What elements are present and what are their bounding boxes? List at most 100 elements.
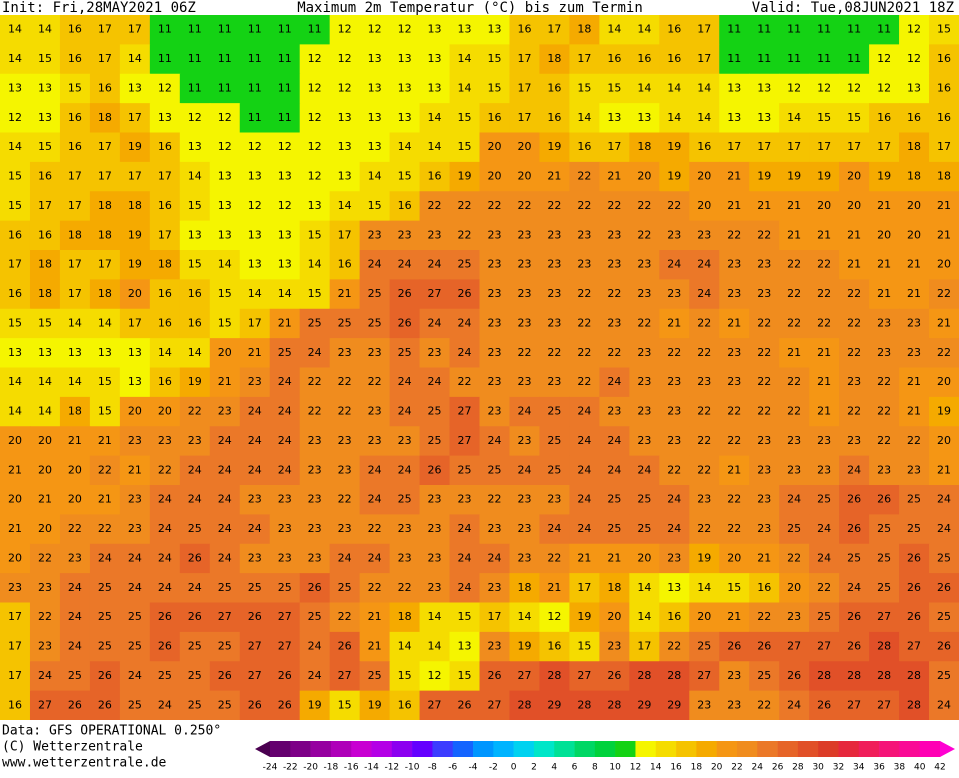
temperature-cell: [749, 308, 780, 339]
temperature-value: 26: [487, 669, 501, 682]
temperature-cell: [749, 426, 780, 457]
temperature-cell: [839, 161, 870, 192]
temperature-value: 14: [607, 23, 621, 36]
temperature-cell: [149, 602, 181, 633]
temperature-value: 23: [368, 228, 382, 241]
temperature-value: 24: [248, 434, 262, 447]
temperature-cell: [569, 485, 600, 515]
temperature-cell: [629, 514, 660, 545]
temperature-cell: [449, 73, 480, 104]
temperature-value: 25: [937, 610, 951, 623]
temperature-value: 28: [907, 669, 921, 682]
temperature-value: 13: [398, 111, 412, 124]
colorbar-label: 16: [670, 763, 682, 773]
temperature-cell: [539, 191, 570, 222]
temperature-value: 22: [428, 199, 442, 212]
temperature-cell: [359, 15, 391, 45]
temperature-value: 24: [158, 581, 172, 594]
temperature-cell: [869, 103, 900, 133]
temperature-cell: [749, 44, 780, 75]
temperature-value: 24: [218, 551, 232, 564]
temperature-value: 11: [158, 23, 172, 36]
temperature-cell: [869, 250, 900, 280]
temperature-cell: [89, 573, 121, 603]
temperature-value: 23: [398, 522, 412, 535]
temperature-cell: [509, 426, 540, 457]
temperature-value: 20: [787, 581, 801, 594]
temperature-value: 20: [937, 258, 951, 271]
temperature-cell: [479, 338, 510, 368]
temperature-value: 23: [517, 287, 531, 300]
temperature-cell: [419, 602, 451, 633]
temperature-value: 24: [607, 434, 621, 447]
temperature-value: 22: [577, 287, 591, 300]
temperature-cell: [389, 661, 421, 692]
temperature-value: 22: [637, 228, 651, 241]
temperature-cell: [479, 250, 510, 280]
temperature-cell: [809, 602, 840, 633]
colorbar-box: [330, 741, 352, 757]
temperature-cell: [209, 455, 241, 486]
temperature-cell: [809, 191, 840, 222]
temperature-value: 14: [248, 287, 262, 300]
temperature-value: 20: [937, 434, 951, 447]
temperature-value: 22: [338, 610, 352, 623]
temperature-value: 23: [727, 698, 741, 711]
temperature-cell: [779, 308, 810, 339]
temperature-value: 14: [308, 258, 322, 271]
temperature-cell: [239, 279, 271, 310]
temperature-cell: [119, 191, 151, 222]
temperature-cell: [899, 602, 930, 633]
temperature-cell: [599, 279, 630, 310]
temperature-cell: [149, 73, 181, 104]
temperature-cell: [59, 338, 91, 368]
temperature-value: 23: [547, 316, 561, 329]
temperature-cell: [839, 132, 870, 163]
temperature-value: 20: [128, 405, 142, 418]
temperature-value: 22: [757, 405, 771, 418]
temperature-value: 23: [607, 316, 621, 329]
temperature-cell: [749, 73, 780, 104]
temperature-value: 20: [487, 170, 501, 183]
colorbar-label: 38: [894, 763, 906, 773]
temperature-value: 22: [577, 316, 591, 329]
temperature-cell: [149, 103, 181, 133]
temperature-cell: [689, 543, 720, 574]
temperature-cell: [809, 367, 840, 398]
temperature-cell: [479, 191, 510, 222]
temperature-value: 16: [158, 316, 172, 329]
temperature-value: 14: [458, 52, 472, 65]
temperature-cell: [89, 103, 121, 133]
temperature-value: 23: [248, 375, 262, 388]
temperature-cell: [299, 103, 331, 133]
temperature-value: 23: [517, 375, 531, 388]
temperature-value: 17: [98, 23, 112, 36]
temperature-cell: [659, 73, 690, 104]
temperature-cell: [569, 602, 600, 633]
temperature-value: 23: [68, 551, 82, 564]
temperature-cell: [389, 132, 421, 163]
temperature-value: 16: [158, 375, 172, 388]
temperature-value: 23: [398, 551, 412, 564]
temperature-value: 23: [278, 551, 292, 564]
temperature-cell: [0, 485, 31, 515]
temperature-cell: [239, 455, 271, 486]
temperature-cell: [929, 367, 959, 398]
temperature-value: 25: [547, 434, 561, 447]
temperature-value: 17: [68, 199, 82, 212]
temperature-value: 12: [368, 23, 382, 36]
temperature-cell: [479, 15, 510, 45]
temperature-value: 26: [847, 493, 861, 506]
temperature-value: 24: [458, 346, 472, 359]
temperature-cell: [119, 103, 151, 133]
temperature-cell: [149, 44, 181, 75]
temperature-value: 23: [547, 287, 561, 300]
temperature-cell: [539, 161, 570, 192]
temperature-value: 28: [877, 669, 891, 682]
colorbar-box: [757, 741, 778, 757]
colorbar-box: [899, 741, 920, 757]
temperature-cell: [149, 367, 181, 398]
temperature-cell: [149, 279, 181, 310]
temperature-cell: [149, 661, 181, 692]
temperature-cell: [599, 250, 630, 280]
